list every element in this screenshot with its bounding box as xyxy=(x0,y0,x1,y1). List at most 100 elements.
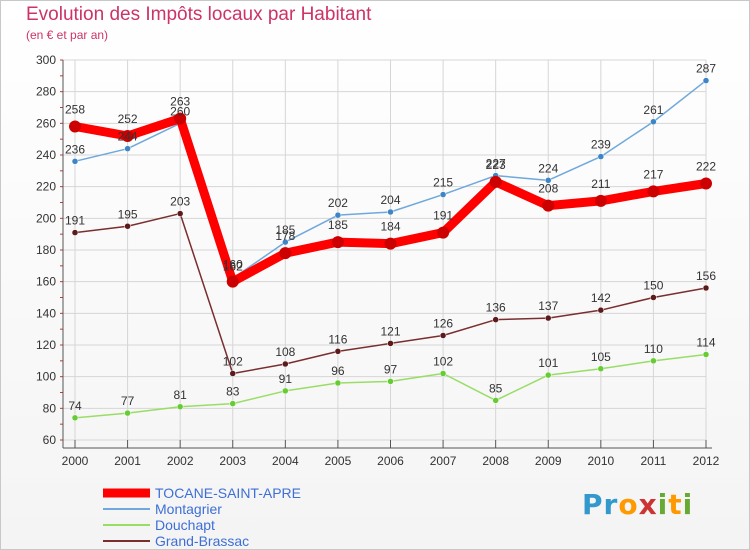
data-label: 224 xyxy=(538,161,558,175)
data-point xyxy=(334,348,342,355)
y-tick-label: 60 xyxy=(43,433,57,447)
x-tick-label: 2007 xyxy=(430,454,457,468)
y-tick-label: 280 xyxy=(36,85,56,99)
data-label: 136 xyxy=(486,301,506,315)
data-label-layer: 236 244 260 162 185 202 204 215 227 224 239 261 287 7… xyxy=(65,62,716,413)
data-label: 160 xyxy=(223,258,243,272)
data-point xyxy=(597,306,605,314)
data-label: 258 xyxy=(65,103,85,117)
data-label: 208 xyxy=(538,182,558,196)
data-point xyxy=(71,158,79,165)
x-tick-label: 2012 xyxy=(693,454,720,468)
data-label: 101 xyxy=(538,356,558,370)
data-label: 185 xyxy=(328,218,348,232)
data-label: 211 xyxy=(591,177,610,191)
logo-letter: t xyxy=(668,488,683,521)
data-label: 178 xyxy=(275,229,295,243)
data-point xyxy=(229,370,236,377)
data-point xyxy=(387,208,394,216)
data-label: 195 xyxy=(118,207,138,221)
data-point xyxy=(282,238,289,246)
data-label: 222 xyxy=(696,160,716,174)
x-tick-label: 2011 xyxy=(641,454,667,468)
data-label: 137 xyxy=(538,299,558,313)
x-tick-label: 2002 xyxy=(167,454,194,468)
logo-letter: i xyxy=(657,488,669,521)
y-tick-label: 120 xyxy=(36,338,56,352)
data-label: 215 xyxy=(433,176,453,190)
data-point xyxy=(439,370,447,377)
data-label: 236 xyxy=(65,142,85,156)
data-label: 97 xyxy=(384,362,398,376)
data-point xyxy=(545,371,552,379)
data-point xyxy=(542,199,555,212)
data-label: 263 xyxy=(170,95,190,109)
series-layer xyxy=(69,77,712,422)
x-tick-label: 2003 xyxy=(219,454,246,468)
data-label: 91 xyxy=(279,372,293,386)
data-label: 204 xyxy=(380,193,400,207)
data-point xyxy=(702,284,710,292)
data-label: 162 xyxy=(223,260,243,274)
data-label: 150 xyxy=(643,279,663,293)
data-point xyxy=(384,237,397,250)
data-label: 96 xyxy=(331,364,345,378)
data-label: 184 xyxy=(380,220,400,234)
data-point xyxy=(174,112,187,125)
data-label: 244 xyxy=(118,130,138,144)
data-label: 83 xyxy=(226,385,240,399)
x-tick-label: 2001 xyxy=(114,454,141,468)
data-point xyxy=(647,185,660,198)
data-label: 227 xyxy=(486,157,506,171)
x-tick-label: 2000 xyxy=(62,454,89,468)
chart-subtitle: (en € et par an) xyxy=(26,28,109,42)
y-tick-label: 100 xyxy=(36,370,56,384)
data-label: 203 xyxy=(170,195,190,209)
data-label: 121 xyxy=(380,324,400,338)
logo-letter: P xyxy=(582,488,604,521)
x-tick-label: 2008 xyxy=(482,454,509,468)
data-point xyxy=(71,414,79,422)
data-label: 261 xyxy=(643,103,663,117)
y-tick-label: 80 xyxy=(43,401,57,415)
y-tick-label: 160 xyxy=(36,275,56,289)
y-tick-label: 180 xyxy=(36,243,56,257)
data-point xyxy=(334,379,342,387)
data-point xyxy=(545,177,552,184)
data-label: 102 xyxy=(433,355,453,369)
x-tick-label: 2005 xyxy=(325,454,352,468)
data-label: 81 xyxy=(173,388,187,402)
data-label: 223 xyxy=(486,158,506,172)
data-point xyxy=(229,400,236,407)
data-label: 102 xyxy=(223,355,243,369)
data-point xyxy=(437,226,450,239)
data-label: 74 xyxy=(68,399,82,413)
data-label: 287 xyxy=(696,62,716,76)
data-point xyxy=(124,145,131,152)
data-label: 110 xyxy=(644,342,663,356)
data-label: 239 xyxy=(591,138,611,152)
data-point xyxy=(439,332,447,339)
data-label: 217 xyxy=(643,167,663,181)
legend-label: TOCANE-SAINT-APRE xyxy=(155,485,301,501)
data-label: 105 xyxy=(591,350,611,364)
data-point xyxy=(650,118,657,125)
data-point xyxy=(702,351,710,358)
data-point xyxy=(439,191,447,198)
data-point xyxy=(702,77,710,84)
data-point xyxy=(71,229,79,236)
data-label: 260 xyxy=(170,104,190,118)
data-point xyxy=(176,210,184,217)
proxiti-logo: Proxiti xyxy=(582,488,693,521)
legend-label: Montagrier xyxy=(155,501,222,517)
data-point xyxy=(492,397,499,404)
data-point xyxy=(334,211,342,219)
data-label: 116 xyxy=(328,332,347,346)
axis-layer: 60 80 100 120 140 160 180 200 220 240 260 280 300 200… xyxy=(36,53,720,468)
data-point xyxy=(387,340,394,347)
data-point xyxy=(176,403,184,410)
y-tick-label: 240 xyxy=(36,148,56,162)
x-tick-label: 2009 xyxy=(535,454,562,468)
data-point xyxy=(650,294,657,301)
